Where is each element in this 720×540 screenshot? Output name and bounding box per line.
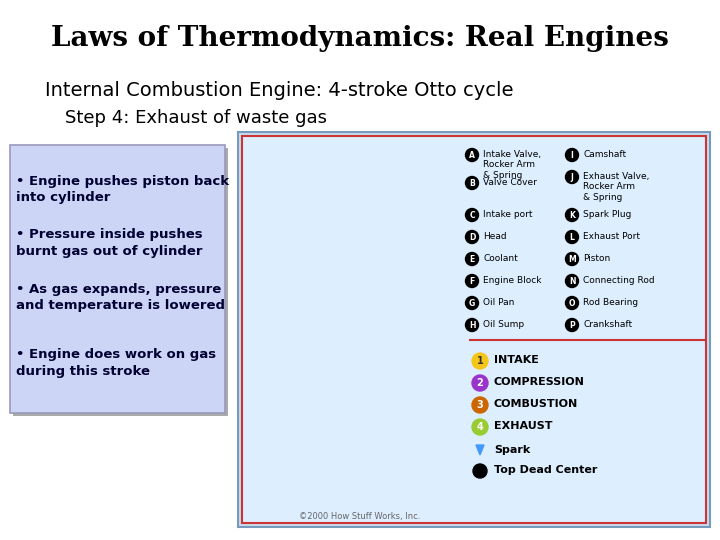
Circle shape <box>472 397 488 413</box>
Text: A: A <box>469 151 475 159</box>
Text: N: N <box>569 276 575 286</box>
Text: • Pressure inside pushes
burnt gas out of cylinder: • Pressure inside pushes burnt gas out o… <box>16 228 202 258</box>
Circle shape <box>466 319 479 332</box>
Text: L: L <box>570 233 575 241</box>
Text: Internal Combustion Engine: 4-stroke Otto cycle: Internal Combustion Engine: 4-stroke Ott… <box>45 80 513 99</box>
Text: Intake port: Intake port <box>483 210 533 219</box>
Text: C: C <box>469 211 474 219</box>
Text: Spark: Spark <box>494 445 530 455</box>
Text: • Engine does work on gas
during this stroke: • Engine does work on gas during this st… <box>16 348 216 377</box>
FancyBboxPatch shape <box>238 132 710 527</box>
Circle shape <box>466 177 479 190</box>
Text: B: B <box>469 179 475 187</box>
Circle shape <box>565 274 578 287</box>
FancyBboxPatch shape <box>13 148 228 416</box>
Text: 1: 1 <box>477 356 483 366</box>
Text: Head: Head <box>483 232 507 241</box>
Text: Exhaust Valve,
Rocker Arm
& Spring: Exhaust Valve, Rocker Arm & Spring <box>583 172 649 202</box>
Text: Crankshaft: Crankshaft <box>583 320 632 329</box>
Text: Camshaft: Camshaft <box>583 150 626 159</box>
FancyBboxPatch shape <box>10 145 225 413</box>
Polygon shape <box>476 445 484 455</box>
FancyBboxPatch shape <box>242 136 706 523</box>
Text: J: J <box>570 172 573 181</box>
Text: Coolant: Coolant <box>483 254 518 263</box>
Text: Oil Sump: Oil Sump <box>483 320 524 329</box>
Text: H: H <box>469 321 475 329</box>
Text: Piston: Piston <box>583 254 611 263</box>
Text: Top Dead Center: Top Dead Center <box>494 465 598 475</box>
Text: Oil Pan: Oil Pan <box>483 298 514 307</box>
Circle shape <box>565 253 578 266</box>
Text: Connecting Rod: Connecting Rod <box>583 276 654 285</box>
Text: INTAKE: INTAKE <box>494 355 539 365</box>
Text: • Engine pushes piston back
into cylinder: • Engine pushes piston back into cylinde… <box>16 175 229 205</box>
Circle shape <box>565 171 578 184</box>
Text: Valve Cover: Valve Cover <box>483 178 537 187</box>
Text: COMPRESSION: COMPRESSION <box>494 377 585 387</box>
Text: M: M <box>568 254 576 264</box>
Text: EXHAUST: EXHAUST <box>494 421 552 431</box>
Circle shape <box>472 419 488 435</box>
Circle shape <box>466 274 479 287</box>
Text: Laws of Thermodynamics: Real Engines: Laws of Thermodynamics: Real Engines <box>51 24 669 51</box>
Text: I: I <box>570 151 573 159</box>
Text: Rod Bearing: Rod Bearing <box>583 298 638 307</box>
Circle shape <box>466 296 479 309</box>
Text: E: E <box>469 254 474 264</box>
Text: F: F <box>469 276 474 286</box>
Text: 3: 3 <box>477 400 483 410</box>
Text: G: G <box>469 299 475 307</box>
Circle shape <box>565 319 578 332</box>
Text: K: K <box>569 211 575 219</box>
Circle shape <box>565 148 578 161</box>
Text: P: P <box>569 321 575 329</box>
Text: O: O <box>569 299 575 307</box>
Circle shape <box>473 464 487 478</box>
Text: ©2000 How Stuff Works, Inc.: ©2000 How Stuff Works, Inc. <box>300 511 420 521</box>
Circle shape <box>565 208 578 221</box>
Circle shape <box>466 231 479 244</box>
Text: Spark Plug: Spark Plug <box>583 210 631 219</box>
Circle shape <box>472 353 488 369</box>
Text: 4: 4 <box>477 422 483 432</box>
Text: Intake Valve,
Rocker Arm
& Spring: Intake Valve, Rocker Arm & Spring <box>483 150 541 180</box>
Circle shape <box>466 253 479 266</box>
Text: D: D <box>469 233 475 241</box>
Circle shape <box>565 296 578 309</box>
Circle shape <box>472 375 488 391</box>
Text: Step 4: Exhaust of waste gas: Step 4: Exhaust of waste gas <box>65 109 327 127</box>
Text: Engine Block: Engine Block <box>483 276 541 285</box>
Circle shape <box>565 231 578 244</box>
Circle shape <box>466 208 479 221</box>
Text: Exhaust Port: Exhaust Port <box>583 232 640 241</box>
Text: COMBUSTION: COMBUSTION <box>494 399 578 409</box>
Text: 2: 2 <box>477 378 483 388</box>
Circle shape <box>466 148 479 161</box>
Text: • As gas expands, pressure
and temperature is lowered: • As gas expands, pressure and temperatu… <box>16 283 225 313</box>
